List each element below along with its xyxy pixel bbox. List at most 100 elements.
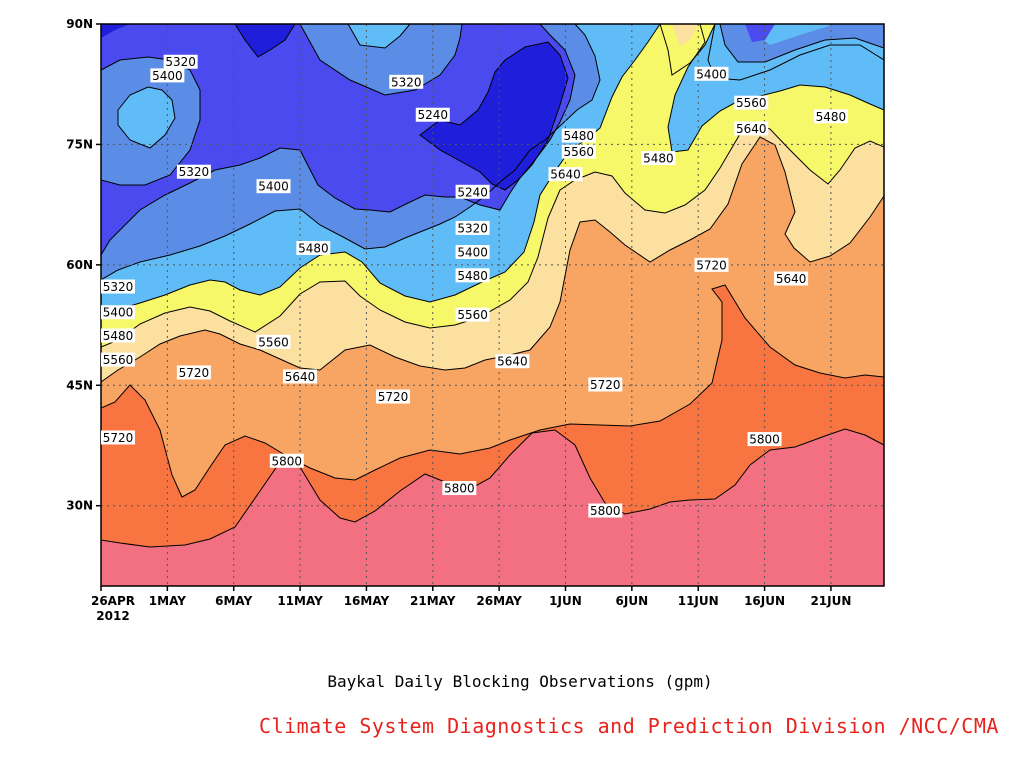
- contour-line-5400-top: [347, 24, 411, 49]
- contour-label-box: [256, 179, 291, 194]
- contour-label-text: 5640: [776, 272, 807, 286]
- contour-label-text: 5480: [563, 129, 594, 143]
- contour-label-box: [495, 354, 530, 369]
- contour-label-text: 5640: [550, 168, 581, 182]
- x-tick-label: 26APR: [91, 594, 135, 608]
- contour-label-text: 5400: [152, 69, 183, 83]
- contour-label-text: 5720: [590, 378, 621, 392]
- contour-label-text: 5800: [749, 433, 780, 447]
- plot-frame: [100, 23, 885, 587]
- contour-label-box: [101, 328, 135, 343]
- contour-label-box: [415, 107, 450, 122]
- contour-label: 5400: [101, 305, 135, 320]
- contour-label-text: 5400: [103, 306, 134, 320]
- contour-label: 5720: [694, 257, 729, 272]
- contour-label-box: [375, 389, 410, 404]
- contour-label-box: [101, 305, 135, 320]
- fill-band-5240-5320: [101, 24, 575, 255]
- contour-line-5400-e: [707, 24, 884, 81]
- contour-label-box: [694, 66, 729, 81]
- fill-band-5560-5640-ne: [672, 24, 698, 46]
- contour-line-5800: [101, 428, 884, 548]
- contour-label: 5640: [283, 369, 318, 384]
- contour-line-5480-b: [667, 24, 884, 153]
- contour-label: 5480: [455, 268, 490, 283]
- contour-label-box: [101, 430, 135, 445]
- grid: [101, 24, 884, 586]
- credit-line: Climate System Diagnostics and Predictio…: [259, 714, 999, 738]
- contour-label: 5400: [256, 179, 291, 194]
- contour-label-text: 5560: [736, 96, 767, 110]
- contour-label-box: [734, 121, 769, 136]
- contour-label-box: [442, 481, 477, 496]
- x-tick-label: 1JUN: [549, 594, 582, 608]
- contour-label: 5800: [269, 453, 304, 468]
- contour-line-5320-e: [719, 24, 884, 63]
- contour-label-text: 5320: [457, 221, 488, 235]
- contour-label: 5720: [375, 389, 410, 404]
- contour-line-5560: [101, 122, 884, 348]
- y-axis: 30N 45N 60N 75N 90N: [66, 17, 101, 513]
- contour-label-box: [561, 144, 596, 159]
- fill-band-below-5240-b: [101, 24, 130, 38]
- y-tick-label: 90N: [66, 17, 93, 31]
- chart-caption: Baykal Daily Blocking Observations (gpm): [327, 672, 713, 691]
- contour-label: 5560: [455, 307, 490, 322]
- contour-label-text: 5560: [103, 353, 134, 367]
- contour-label-text: 5800: [590, 504, 621, 518]
- contour-label: 5400: [455, 245, 490, 260]
- contour-label-text: 5560: [563, 145, 594, 159]
- contour-label-text: 5720: [103, 431, 134, 445]
- fill-band-below-5240-c: [235, 24, 295, 57]
- contour-label-box: [641, 151, 676, 166]
- fill-band-5320-5400-e: [720, 24, 884, 62]
- contour-label: 5240: [415, 107, 450, 122]
- x-tick-label: 21JUN: [810, 594, 851, 608]
- contour-label-text: 5720: [179, 366, 210, 380]
- contour-label-box: [176, 164, 211, 179]
- contour-label-box: [455, 268, 490, 283]
- contour-labels: 5320540053205400532052405240532054005480…: [101, 54, 848, 518]
- contour-label: 5480: [641, 151, 676, 166]
- contour-label: 5480: [813, 109, 848, 124]
- contour-label-box: [455, 307, 490, 322]
- contour-label: 5480: [296, 240, 331, 255]
- contour-label: 5800: [442, 481, 477, 496]
- contour-label-text: 5400: [696, 67, 727, 81]
- contour-label: 5640: [548, 167, 583, 182]
- contour-label-text: 5640: [285, 370, 316, 384]
- contour-label-box: [101, 279, 135, 294]
- x-tick-label: 6JUN: [616, 594, 649, 608]
- contour-label-box: [588, 503, 623, 518]
- contour-label-text: 5480: [643, 152, 674, 166]
- contour-label-box: [176, 365, 211, 380]
- fill-band-5400-5480-north-b: [118, 87, 175, 148]
- contour-label: 5320: [101, 279, 135, 294]
- x-tick-year: 2012: [96, 609, 129, 623]
- contour-label-text: 5320: [391, 75, 422, 89]
- contour-label: 5480: [561, 128, 596, 143]
- y-tick-label: 30N: [66, 499, 93, 513]
- contour-label: 5800: [747, 432, 782, 447]
- contour-label-box: [774, 271, 809, 286]
- contour-label: 5240: [455, 184, 490, 199]
- contour-label-box: [389, 74, 424, 89]
- contour-label: 5720: [176, 365, 211, 380]
- contour-label: 5560: [101, 352, 135, 367]
- contour-label-box: [813, 109, 848, 124]
- contour-line-5640: [101, 136, 884, 383]
- contour-line-5720: [101, 284, 884, 498]
- x-tick-label: 21MAY: [410, 594, 456, 608]
- contour-label-box: [269, 453, 304, 468]
- contour-label-text: 5320: [165, 55, 196, 69]
- contour-label-box: [296, 240, 331, 255]
- contour-label-box: [101, 352, 135, 367]
- contour-label-text: 5640: [736, 122, 767, 136]
- contour-label-box: [150, 68, 185, 83]
- contour-label: 5560: [256, 334, 291, 349]
- contour-label-text: 5480: [298, 241, 329, 255]
- x-tick-label: 26MAY: [476, 594, 522, 608]
- contour-label-box: [455, 245, 490, 260]
- contour-label: 5560: [561, 144, 596, 159]
